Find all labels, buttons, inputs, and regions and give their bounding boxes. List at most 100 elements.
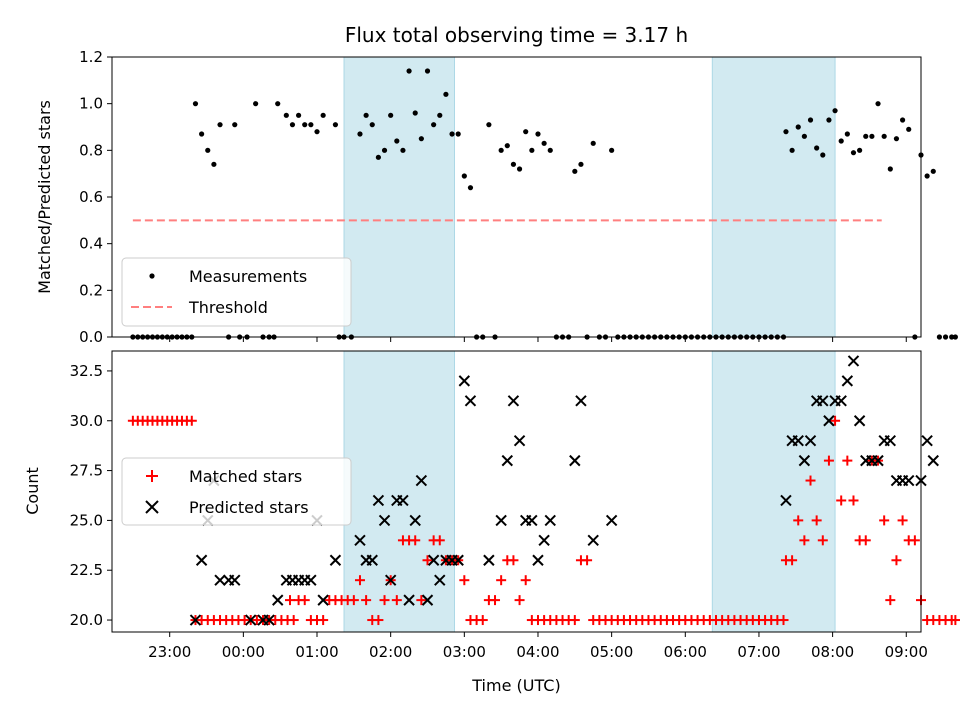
predicted-star-point [927,454,939,467]
legend-matched-label: Matched stars [189,467,302,486]
x-tick-label: 23:00 [148,643,191,661]
matched-star-point [897,515,908,526]
matched-star-point [348,595,359,606]
measurement-point [899,117,906,123]
x-tick-label: 05:00 [590,643,633,661]
measurement-point [887,166,893,172]
measurement-point [814,145,820,151]
predicted-star-point [501,454,513,467]
measurement-point [418,136,424,142]
top-shaded-interval [711,56,836,338]
predicted-star-point [507,395,520,407]
measurement-point [443,91,449,97]
measurement-point [820,152,826,158]
x-tick-label: 00:00 [222,643,265,661]
matched-star-point [830,415,841,426]
matched-star-point [520,575,531,586]
matched-star-point [823,455,834,466]
measurement-point [406,68,412,74]
predicted-star-point [458,375,471,387]
predicted-star-point [464,395,477,407]
predicted-star-point [872,454,884,467]
measurement-point [881,133,887,139]
predicted-star-point [780,494,792,507]
predicted-star-point [384,574,397,586]
measurement-point [467,185,474,191]
measurement-point [863,133,869,139]
x-tick-label: 01:00 [295,643,338,661]
top-y-ticks: 0.0 0.2 0.4 0.6 0.8 1.0 1.2 [79,48,112,346]
measurement-point [320,112,326,118]
matched-star-point [909,535,920,546]
matched-star-point [793,515,804,526]
bottom-y-axis-label: Count [23,467,42,515]
measurement-point [893,136,900,142]
x-tick-label: 07:00 [737,643,780,661]
matched-star-point [842,455,853,466]
legend-predicted-marker [145,500,159,514]
legend-predicted-label: Predicted stars [189,498,309,517]
measurement-point [498,147,504,153]
measurement-point [523,129,529,135]
measurement-point [455,131,461,137]
bottom-plot-frame [111,350,922,633]
predicted-star-point [532,554,544,566]
predicted-star-point [329,554,342,566]
matched-star-point [318,615,329,626]
top-y-tick-label: 0.2 [79,281,103,299]
predicted-star-point [495,514,507,527]
x-tick-label: 06:00 [664,643,707,661]
legend-threshold-label: Threshold [188,298,268,317]
measurement-point [332,122,339,128]
predicted-star-point [366,554,378,566]
predicted-star-point [544,514,556,527]
matched-star-point [811,515,822,526]
measurement-point [253,101,259,107]
predicted-star-point [575,395,587,407]
measurement-point [875,101,881,107]
matched-star-point [186,415,197,426]
measurement-point [844,131,850,137]
measurement-point [295,112,302,118]
measurement-point [936,334,943,340]
matched-star-point [391,595,402,606]
top-panel: 0.0 0.2 0.4 0.6 0.8 1.0 1.2 Matched/Predicted … [35,48,958,346]
measurement-point [572,168,578,174]
legend-measurements-label: Measurements [189,267,307,286]
measurement-point [412,110,418,116]
matched-star-point [299,595,310,606]
predicted-star-point [587,534,599,547]
predicted-star-point [526,514,538,527]
measurement-point [388,112,394,118]
bottom-y-tick-label: 30.0 [70,412,103,430]
measurement-point [850,150,857,156]
predicted-star-point [884,434,897,447]
measurement-point [578,161,584,167]
measurement-point [283,112,289,118]
bottom-panel: 23:00 00:00 01:00 02:00 03:00 04:00 05:00 06:00… [23,350,960,695]
x-tick-label: 09:00 [885,643,928,661]
x-tick-label: 02:00 [369,643,412,661]
bottom-y-tick-label: 27.5 [70,462,103,480]
predicted-star-point [305,574,317,586]
predicted-star-point [841,375,854,387]
measurement-point [795,124,801,130]
matched-star-point [836,495,847,506]
measurement-point [832,108,838,114]
measurement-point [510,161,517,167]
matched-star-point [885,595,896,606]
measurement-point [801,133,807,139]
top-x-ticks [169,337,907,342]
matched-star-point [787,555,798,566]
predicted-star-point [434,574,446,586]
legend-measurements-marker [149,273,155,279]
predicted-star-point [538,534,550,547]
measurement-point [924,173,930,179]
predicted-star-point [817,395,829,407]
matched-star-point [496,575,507,586]
bottom-y-tick-label: 32.5 [70,362,103,380]
measurement-point [535,131,541,137]
measurement-point [857,147,863,153]
measurement-point [952,334,958,340]
